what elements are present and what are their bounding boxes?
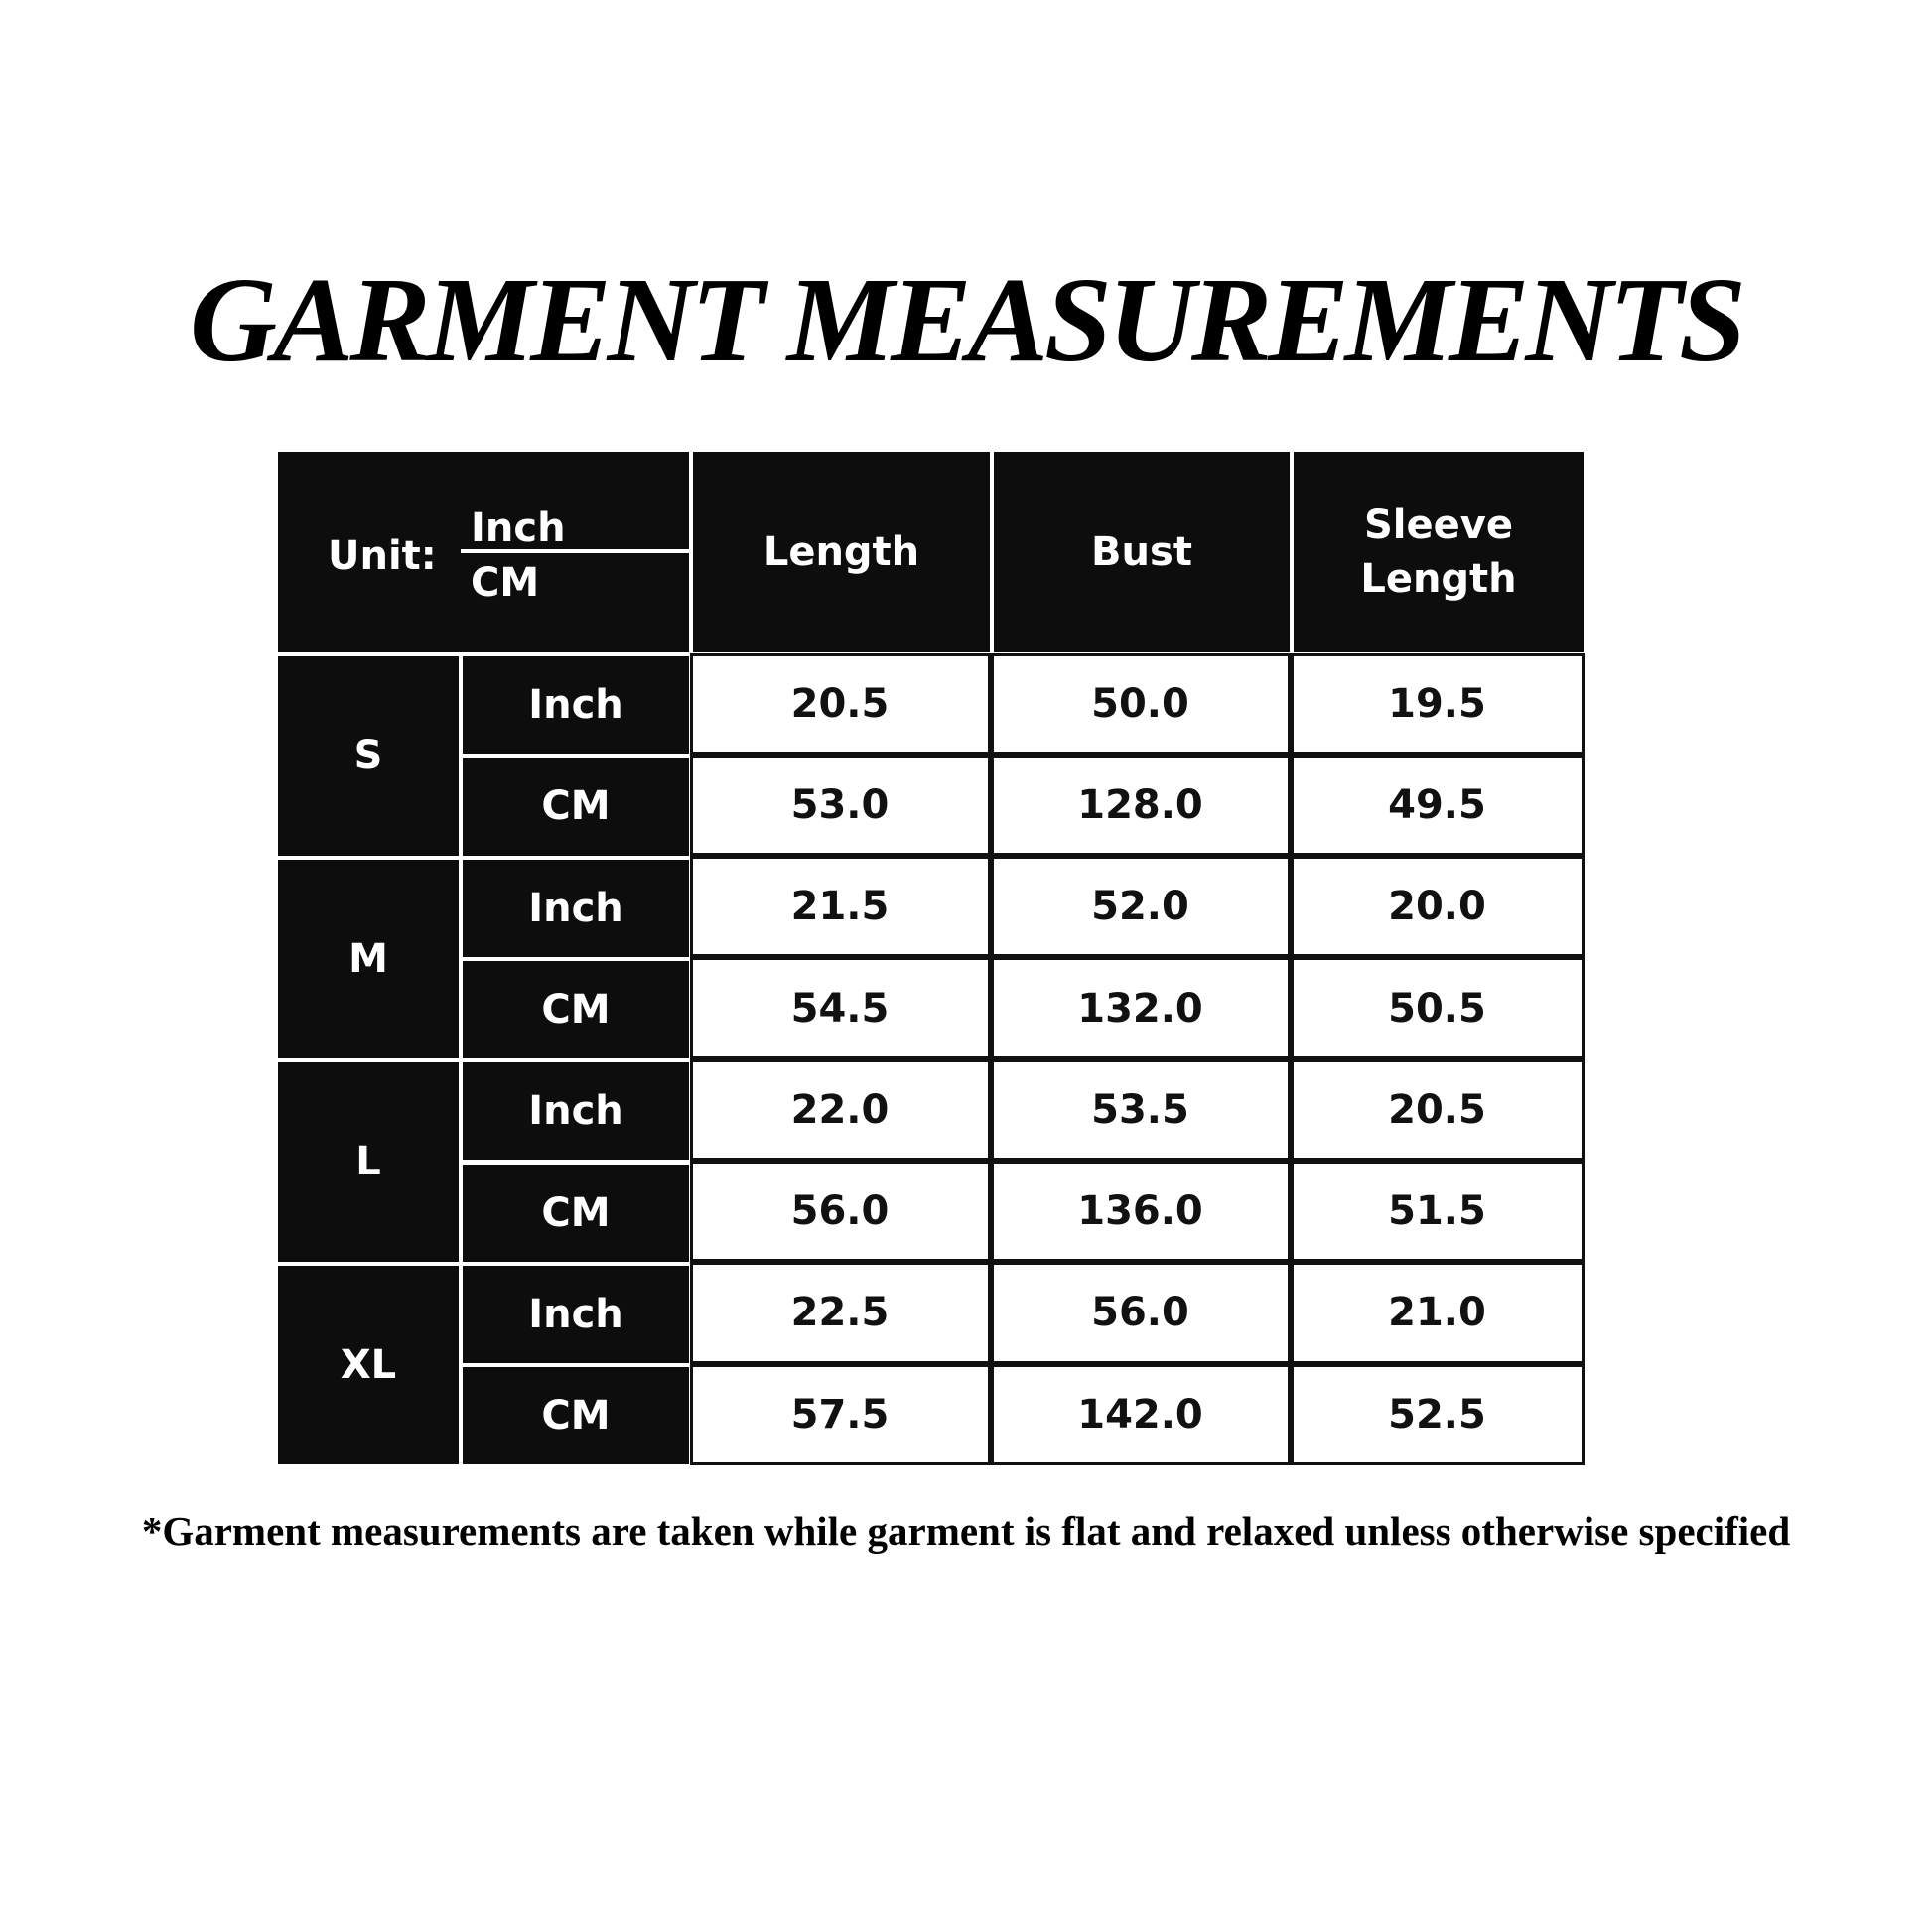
unit-bottom: CM (471, 560, 540, 606)
footnote: *Garment measurements are taken while ga… (141, 1508, 1791, 1554)
size-cell: M (278, 859, 459, 1059)
value-cell: 50.0 (990, 652, 1291, 755)
value-cell: 53.5 (990, 1058, 1291, 1161)
unit-divider (461, 549, 689, 553)
unit-cell: CM (463, 1164, 689, 1262)
value-cell: 54.5 (689, 957, 991, 1059)
value-cell: 22.5 (689, 1262, 991, 1364)
value-cell: 136.0 (990, 1161, 1291, 1263)
unit-label: Unit: (328, 533, 437, 579)
value-cell: 142.0 (990, 1363, 1291, 1465)
value-cell: 20.5 (689, 652, 991, 755)
value-cell: 20.5 (1290, 1058, 1585, 1161)
value-cell: 52.0 (990, 856, 1291, 958)
value-cell: 21.5 (689, 856, 991, 958)
size-cell: S (278, 656, 459, 856)
title: GARMENT MEASUREMENTS (189, 253, 1746, 387)
value-cell: 51.5 (1290, 1161, 1585, 1263)
unit-cell: CM (463, 758, 689, 856)
column-header: Length (693, 452, 990, 652)
value-cell: 50.5 (1290, 957, 1585, 1059)
value-cell: 57.5 (689, 1363, 991, 1465)
unit-cell: Inch (463, 1265, 689, 1364)
unit-top: Inch (471, 505, 566, 551)
unit-cell: Inch (463, 656, 689, 755)
value-cell: 19.5 (1290, 652, 1585, 755)
value-cell: 53.0 (689, 754, 991, 857)
value-cell: 20.0 (1290, 856, 1585, 958)
unit-cell: CM (463, 960, 689, 1059)
column-header: Bust (994, 452, 1290, 652)
column-header: Sleeve Length (1294, 452, 1584, 652)
size-cell: L (278, 1062, 459, 1262)
value-cell: 52.5 (1290, 1363, 1585, 1465)
unit-cell: Inch (463, 1062, 689, 1161)
value-cell: 128.0 (990, 754, 1291, 857)
value-cell: 21.0 (1290, 1262, 1585, 1364)
value-cell: 56.0 (689, 1161, 991, 1263)
value-cell: 49.5 (1290, 754, 1585, 857)
unit-cell: Inch (463, 859, 689, 957)
size-cell: XL (278, 1265, 459, 1465)
unit-cell: CM (463, 1367, 689, 1465)
value-cell: 132.0 (990, 957, 1291, 1059)
value-cell: 22.0 (689, 1058, 991, 1161)
value-cell: 56.0 (990, 1262, 1291, 1364)
